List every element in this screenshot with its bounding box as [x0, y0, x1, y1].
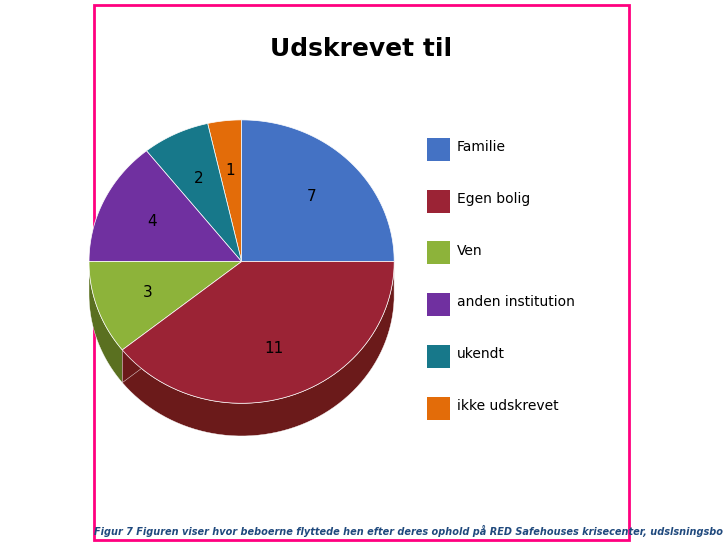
Polygon shape: [122, 268, 394, 436]
Text: anden institution: anden institution: [457, 295, 575, 310]
Polygon shape: [147, 124, 241, 262]
Text: 7: 7: [307, 189, 317, 204]
Polygon shape: [89, 151, 241, 262]
FancyBboxPatch shape: [427, 190, 450, 213]
FancyBboxPatch shape: [95, 5, 628, 540]
Text: ikke udskrevet: ikke udskrevet: [457, 399, 558, 413]
Text: Egen bolig: Egen bolig: [457, 192, 530, 206]
FancyBboxPatch shape: [427, 345, 450, 368]
Text: Ven: Ven: [457, 244, 482, 258]
FancyBboxPatch shape: [427, 138, 450, 161]
FancyBboxPatch shape: [427, 293, 450, 316]
Text: Figur 7 Figuren viser hvor beboerne flyttede hen efter deres ophold på RED Safeh: Figur 7 Figuren viser hvor beboerne flyt…: [95, 525, 723, 537]
Text: Udskrevet til: Udskrevet til: [270, 37, 453, 61]
Polygon shape: [241, 120, 394, 262]
Polygon shape: [122, 268, 394, 403]
Text: 11: 11: [265, 341, 284, 356]
FancyBboxPatch shape: [427, 241, 450, 264]
Polygon shape: [208, 120, 241, 262]
Polygon shape: [122, 262, 394, 403]
Polygon shape: [89, 262, 241, 350]
Text: 2: 2: [194, 171, 203, 186]
Polygon shape: [89, 262, 122, 383]
FancyBboxPatch shape: [427, 397, 450, 420]
Polygon shape: [122, 262, 241, 383]
Text: ukendt: ukendt: [457, 347, 505, 361]
Text: 4: 4: [147, 214, 157, 229]
Text: 1: 1: [226, 162, 235, 178]
Text: 3: 3: [143, 284, 153, 300]
Polygon shape: [122, 262, 241, 383]
Text: Familie: Familie: [457, 140, 506, 154]
Polygon shape: [89, 262, 122, 383]
